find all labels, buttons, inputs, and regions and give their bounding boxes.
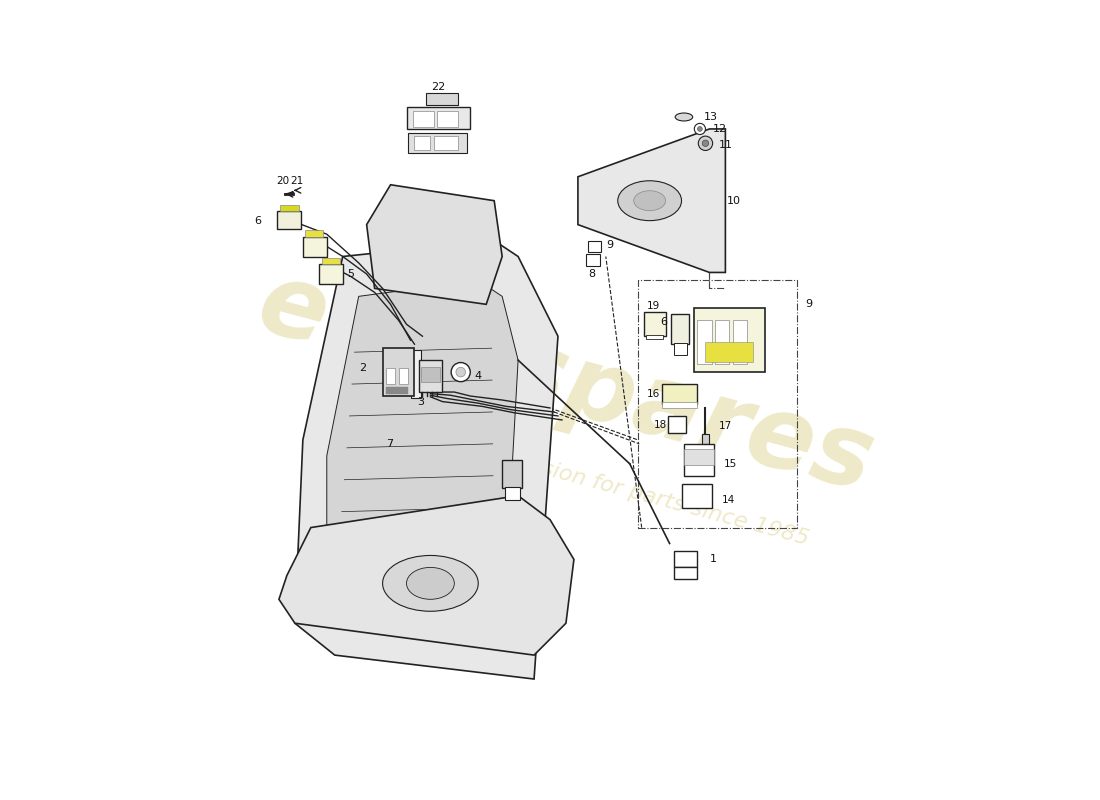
Text: 6: 6 <box>254 216 262 226</box>
Text: 12: 12 <box>713 124 727 134</box>
Text: 9: 9 <box>606 239 613 250</box>
FancyBboxPatch shape <box>661 384 697 404</box>
Ellipse shape <box>634 190 665 210</box>
FancyBboxPatch shape <box>302 237 327 257</box>
Text: 5: 5 <box>348 269 354 279</box>
FancyBboxPatch shape <box>319 265 343 285</box>
Text: 14: 14 <box>722 494 735 505</box>
Polygon shape <box>279 496 574 655</box>
Text: 6: 6 <box>660 317 667 327</box>
FancyBboxPatch shape <box>437 110 458 126</box>
FancyBboxPatch shape <box>705 342 754 362</box>
FancyBboxPatch shape <box>733 320 747 364</box>
Text: eurospares: eurospares <box>248 255 884 513</box>
Text: 7: 7 <box>386 439 394 449</box>
FancyBboxPatch shape <box>277 211 301 229</box>
Text: 22: 22 <box>431 82 446 93</box>
FancyBboxPatch shape <box>408 133 468 153</box>
FancyBboxPatch shape <box>684 444 714 476</box>
FancyBboxPatch shape <box>674 343 688 355</box>
FancyBboxPatch shape <box>279 205 299 211</box>
FancyBboxPatch shape <box>427 93 459 105</box>
FancyBboxPatch shape <box>715 320 729 364</box>
FancyBboxPatch shape <box>697 320 712 364</box>
Text: 19: 19 <box>647 301 660 311</box>
FancyBboxPatch shape <box>673 551 697 567</box>
Text: 8: 8 <box>588 269 595 279</box>
Circle shape <box>698 136 713 150</box>
FancyBboxPatch shape <box>434 136 459 150</box>
FancyBboxPatch shape <box>671 314 689 344</box>
FancyBboxPatch shape <box>645 312 667 336</box>
FancyBboxPatch shape <box>411 350 421 398</box>
Text: 15: 15 <box>724 458 737 469</box>
FancyBboxPatch shape <box>383 348 415 396</box>
FancyBboxPatch shape <box>503 460 522 488</box>
FancyBboxPatch shape <box>682 484 712 508</box>
FancyBboxPatch shape <box>668 416 685 434</box>
FancyBboxPatch shape <box>586 254 601 266</box>
FancyBboxPatch shape <box>684 450 714 466</box>
FancyBboxPatch shape <box>588 242 601 252</box>
Ellipse shape <box>675 113 693 121</box>
Circle shape <box>694 123 705 134</box>
Text: 13: 13 <box>704 112 718 122</box>
FancyBboxPatch shape <box>702 434 708 444</box>
Text: 16: 16 <box>647 389 660 398</box>
Ellipse shape <box>618 181 682 221</box>
Circle shape <box>702 140 708 146</box>
Polygon shape <box>327 281 518 647</box>
FancyBboxPatch shape <box>322 258 340 265</box>
Text: 17: 17 <box>719 422 733 431</box>
FancyBboxPatch shape <box>386 387 408 394</box>
Circle shape <box>697 126 702 131</box>
FancyBboxPatch shape <box>398 368 408 384</box>
FancyBboxPatch shape <box>505 487 519 500</box>
FancyBboxPatch shape <box>646 334 663 339</box>
FancyBboxPatch shape <box>673 567 697 579</box>
FancyBboxPatch shape <box>421 367 440 382</box>
Text: 20: 20 <box>276 176 289 186</box>
FancyBboxPatch shape <box>407 106 471 129</box>
Text: a passion for parts since 1985: a passion for parts since 1985 <box>481 442 811 549</box>
Circle shape <box>455 367 465 377</box>
Circle shape <box>451 362 471 382</box>
Text: 11: 11 <box>719 140 733 150</box>
Text: 10: 10 <box>727 196 741 206</box>
FancyBboxPatch shape <box>306 230 322 237</box>
Ellipse shape <box>407 567 454 599</box>
FancyBboxPatch shape <box>419 360 441 392</box>
Text: 18: 18 <box>653 420 667 430</box>
Polygon shape <box>366 185 503 304</box>
FancyBboxPatch shape <box>412 110 433 126</box>
FancyBboxPatch shape <box>661 402 697 408</box>
Ellipse shape <box>383 555 478 611</box>
Polygon shape <box>295 241 558 679</box>
FancyBboxPatch shape <box>693 308 766 372</box>
Text: 2: 2 <box>360 363 366 373</box>
Polygon shape <box>578 129 725 273</box>
Text: 1: 1 <box>710 554 716 565</box>
Text: 21: 21 <box>290 176 304 186</box>
Text: 4: 4 <box>474 371 482 381</box>
Text: 3: 3 <box>417 397 425 406</box>
FancyBboxPatch shape <box>415 136 430 150</box>
FancyBboxPatch shape <box>386 368 395 384</box>
Text: 9: 9 <box>805 299 812 310</box>
